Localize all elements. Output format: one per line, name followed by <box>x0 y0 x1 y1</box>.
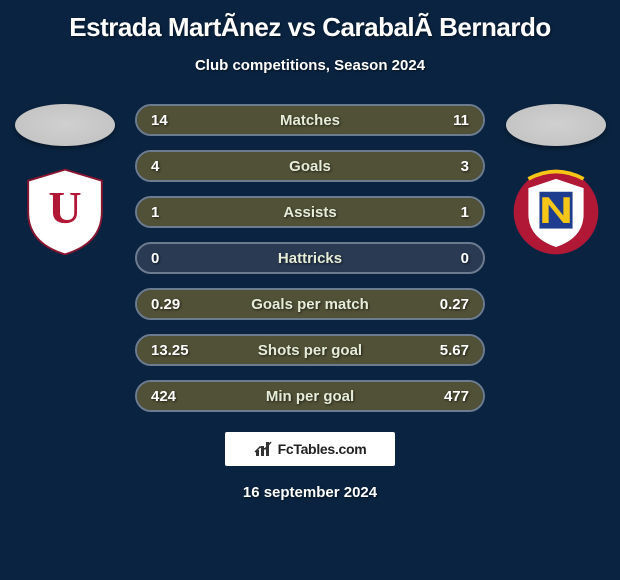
page-subtitle: Club competitions, Season 2024 <box>0 57 620 74</box>
stat-value-right: 5.67 <box>440 342 469 359</box>
stat-value-left: 14 <box>151 112 168 129</box>
stat-value-left: 1 <box>151 204 159 221</box>
chart-icon <box>254 440 274 458</box>
stat-row: 1 Assists 1 <box>135 196 485 228</box>
stats-list: 14 Matches 11 4 Goals 3 1 Assists 1 0 Hattricks 0 0.… <box>135 104 485 412</box>
stat-label: Min per goal <box>266 388 354 405</box>
stat-value-right: 0 <box>461 250 469 267</box>
stat-label: Shots per goal <box>258 342 362 359</box>
stat-value-right: 3 <box>461 158 469 175</box>
stat-label: Assists <box>283 204 336 221</box>
date-text: 16 september 2024 <box>0 484 620 501</box>
stat-value-right: 0.27 <box>440 296 469 313</box>
branding-text: FcTables.com <box>278 441 367 457</box>
stat-row: 0.29 Goals per match 0.27 <box>135 288 485 320</box>
stat-label: Matches <box>280 112 340 129</box>
stat-label: Hattricks <box>278 250 342 267</box>
stat-value-left: 424 <box>151 388 176 405</box>
stat-label: Goals per match <box>251 296 369 313</box>
right-side <box>503 104 608 258</box>
right-club-logo <box>510 166 602 258</box>
stat-row: 0 Hattricks 0 <box>135 242 485 274</box>
branding-badge: FcTables.com <box>225 432 395 466</box>
left-side: U <box>12 104 117 258</box>
right-player-photo <box>506 104 606 146</box>
stat-value-left: 13.25 <box>151 342 189 359</box>
stat-row: 13.25 Shots per goal 5.67 <box>135 334 485 366</box>
stat-row: 4 Goals 3 <box>135 150 485 182</box>
stat-row: 424 Min per goal 477 <box>135 380 485 412</box>
stat-label: Goals <box>289 158 331 175</box>
comparison-content: U 14Matches114Goals31Assists10Hattricks0… <box>0 104 620 412</box>
stat-value-right: 477 <box>444 388 469 405</box>
stat-value-right: 11 <box>453 112 469 129</box>
stat-row: 14 Matches 11 <box>135 104 485 136</box>
svg-text:U: U <box>48 182 81 233</box>
stat-value-left: 0 <box>151 250 159 267</box>
stat-value-right: 1 <box>461 204 469 221</box>
stat-value-left: 0.29 <box>151 296 180 313</box>
left-club-logo: U <box>19 166 111 258</box>
stat-value-left: 4 <box>151 158 159 175</box>
left-player-photo <box>15 104 115 146</box>
page-title: Estrada MartÃ­nez vs CarabalÃ­ Bernardo <box>0 0 620 43</box>
